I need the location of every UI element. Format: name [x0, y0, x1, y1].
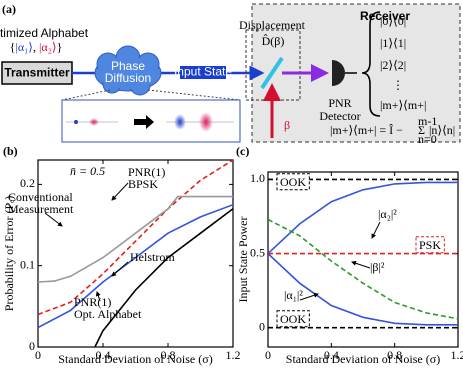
- panel-label: (c): [236, 144, 249, 158]
- input-state: Input State: [174, 65, 232, 79]
- input-state-box: [180, 66, 226, 79]
- label-box: [276, 310, 310, 328]
- series-label: |α₁|²: [284, 288, 303, 302]
- y-axis-label: Input State Power: [236, 217, 250, 303]
- channel-label: Phase: [111, 59, 145, 73]
- x-tick-label: 0.8: [387, 348, 402, 362]
- series-line: [38, 203, 233, 329]
- outcome: ⋮: [392, 78, 404, 92]
- series-label: PNR(1) BPSK: [128, 165, 168, 191]
- inset-sketch: [66, 112, 234, 132]
- outcome: |m+⟩⟨m+|: [380, 98, 426, 112]
- formula: |n⟩⟨n|: [429, 123, 455, 137]
- series-label: PNR(1) Opt. Alphabet: [74, 295, 142, 321]
- cloud: [94, 45, 162, 96]
- brace: [361, 11, 381, 117]
- formula-upper: m-1: [418, 114, 437, 128]
- formula-sum: Σ: [418, 123, 425, 137]
- outcome: |2⟩⟨2|: [380, 58, 406, 72]
- x-tick-label: 0: [35, 348, 41, 362]
- zoom-line: [147, 89, 241, 101]
- series-line: [268, 218, 458, 320]
- pointer-arrow: [95, 291, 101, 302]
- alphabet-part: ,: [33, 40, 39, 54]
- series-line: [94, 208, 233, 347]
- panel-label: (b): [3, 144, 18, 158]
- x-tick-label: 0.4: [96, 348, 111, 362]
- y-tick-label: 0.5: [250, 245, 265, 259]
- x-tick-label: 1.2: [451, 348, 463, 362]
- annotation: n̄ = 0.5: [70, 164, 105, 178]
- series-label: |β|²: [370, 260, 385, 274]
- series-label: OOK: [280, 175, 306, 189]
- receiver-title: Receiver: [360, 9, 410, 23]
- y-tick-label: 0.2: [20, 176, 35, 190]
- alphabet-part: |α₁⟩: [15, 40, 33, 54]
- charts: (b) 0 0.4 0.8 1.2 0 0.1 0.2 Standard Deviation o…: [2, 144, 463, 366]
- alphabet-part: {: [10, 40, 16, 54]
- pointer-arrow: [111, 261, 129, 277]
- y-tick-label: 0: [259, 319, 265, 333]
- pointer-arrow: [371, 221, 381, 239]
- detector-label: PNR: [328, 96, 351, 110]
- pointer-arrow: [44, 212, 63, 227]
- alphabet-title: Optimized Alphabet: [0, 26, 89, 40]
- series-line: [268, 181, 458, 255]
- series-label: |α₂|²: [378, 207, 397, 221]
- x-axis-label: Standard Deviation of Noise (σ): [58, 352, 212, 366]
- y-tick-label: 1.0: [250, 171, 265, 185]
- outcome: |1⟩⟨1|: [380, 36, 406, 50]
- x-tick-label: 1.2: [226, 348, 241, 362]
- diagram: (a) Receiver Optimized Alphabet {|α₁⟩, |…: [0, 2, 461, 146]
- displacement-op: D̂(β): [262, 33, 285, 47]
- x-tick-label: 0: [265, 348, 271, 362]
- pointer-arrow: [299, 292, 319, 301]
- series-line: [38, 160, 233, 316]
- alphabet-part: |α₂⟩: [39, 40, 57, 54]
- pointer-arrow: [351, 260, 371, 269]
- pointer-arrow: [111, 182, 129, 201]
- plot-frame: [37, 159, 234, 348]
- y-tick-label: 0: [29, 339, 35, 353]
- beta-label: β: [284, 118, 290, 132]
- label-box: [415, 236, 445, 254]
- detector-label: Detector: [319, 109, 360, 123]
- plot-frame: [267, 171, 459, 348]
- transmitter: Transmitter: [4, 66, 70, 80]
- series-label: OOK: [280, 312, 306, 326]
- displacement-title: Displacement: [239, 18, 306, 32]
- x-tick-label: 0.4: [324, 348, 339, 362]
- alphabet: {|α₁⟩, |α₂⟩}: [10, 40, 63, 54]
- formula-lower: n=0: [418, 132, 437, 146]
- series-line: [38, 195, 233, 283]
- panel-label: (a): [2, 2, 16, 16]
- series-line: [268, 253, 458, 326]
- x-tick-label: 0.8: [161, 348, 176, 362]
- y-tick-label: 0.1: [20, 257, 35, 271]
- label-box: [276, 173, 310, 191]
- series-label: Conventional Measurement: [8, 190, 76, 216]
- outcome: |0⟩⟨0|: [380, 14, 406, 28]
- y-axis-label: Probability of Error (Pₑ): [2, 196, 16, 311]
- series-label: Helstrom: [130, 250, 175, 264]
- formula: |m+⟩⟨m+| = Î −: [330, 123, 403, 137]
- channel-label: Diffusion: [105, 71, 151, 85]
- x-axis-label: Standard Deviation of Noise (σ): [286, 352, 440, 366]
- detector: [332, 60, 345, 86]
- zoom-line: [61, 89, 111, 101]
- series-label: PSK: [419, 238, 441, 252]
- alphabet-part: }: [57, 40, 63, 54]
